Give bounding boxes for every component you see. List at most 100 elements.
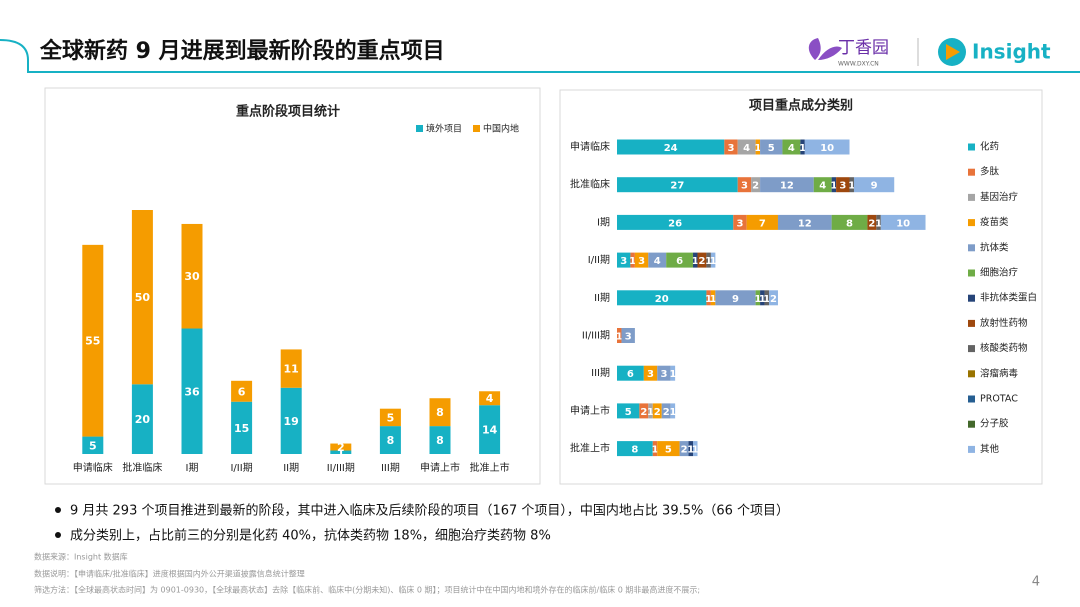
data-label: 4 bbox=[654, 256, 661, 267]
bullet-dot bbox=[55, 507, 61, 513]
legend-label: 多肽 bbox=[980, 166, 1000, 178]
y-tick-label: 批准临床 bbox=[570, 178, 610, 191]
data-label: 2 bbox=[663, 407, 670, 418]
bar-segment bbox=[853, 177, 895, 193]
data-label: 3 bbox=[741, 181, 748, 192]
data-label: 2 bbox=[752, 181, 759, 192]
legend-swatch bbox=[968, 143, 975, 151]
legend-label: 化药 bbox=[980, 141, 999, 153]
data-label: 8 bbox=[436, 406, 444, 419]
bar-segment bbox=[804, 139, 850, 155]
bar-segment bbox=[764, 290, 770, 306]
dxy-name: 丁香园 bbox=[838, 38, 889, 58]
data-label: 1 bbox=[629, 256, 636, 267]
bar-segment bbox=[231, 401, 253, 454]
bar-segment bbox=[710, 252, 716, 268]
data-label: 3 bbox=[647, 369, 654, 380]
data-label: 1 bbox=[692, 445, 699, 456]
bar-segment bbox=[706, 252, 711, 268]
data-label: 30 bbox=[184, 270, 200, 283]
dxy-url: WWW.DXY.CN bbox=[838, 61, 879, 68]
bar-segment bbox=[630, 252, 635, 268]
data-label: 3 bbox=[839, 181, 846, 192]
data-label: 2 bbox=[868, 218, 875, 229]
legend-swatch bbox=[968, 345, 975, 353]
data-label: 1 bbox=[692, 256, 699, 267]
y-tick-label: 申请上市 bbox=[570, 404, 610, 417]
y-tick-label: III期 bbox=[591, 367, 610, 379]
data-label: 1 bbox=[754, 143, 761, 154]
legend-swatch bbox=[473, 125, 480, 132]
data-label: 1 bbox=[669, 369, 676, 380]
bar-segment bbox=[131, 210, 153, 385]
bar-segment bbox=[760, 290, 765, 306]
legend-label: PROTAC bbox=[980, 394, 1018, 405]
legend-swatch bbox=[968, 219, 975, 227]
data-label: 5 bbox=[387, 411, 395, 424]
bar-segment bbox=[639, 403, 649, 419]
bar-segment bbox=[330, 450, 352, 454]
bar-segment bbox=[755, 139, 761, 155]
insight-name: Insight bbox=[972, 40, 1051, 64]
bar-segment bbox=[706, 290, 711, 306]
data-label: 4 bbox=[788, 143, 795, 154]
data-label: 2 bbox=[654, 407, 661, 418]
data-label: 1 bbox=[830, 181, 837, 192]
legend-label: 细胞治疗 bbox=[980, 267, 1019, 279]
bar-segment bbox=[715, 290, 756, 306]
bar-segment bbox=[697, 252, 707, 268]
data-label: 8 bbox=[387, 434, 395, 447]
data-label: 3 bbox=[625, 332, 632, 343]
bar-segment bbox=[782, 139, 801, 155]
data-label: 2 bbox=[337, 441, 345, 454]
data-label: 5 bbox=[665, 445, 672, 456]
data-label: 1 bbox=[337, 446, 345, 459]
bullet-text: 成分类别上，占比前三的分别是化药 40%，抗体类药物 18%，细胞治疗类药物 8… bbox=[70, 528, 551, 544]
data-label: 3 bbox=[638, 256, 645, 267]
data-label: 2 bbox=[698, 256, 705, 267]
y-tick-label: 批准上市 bbox=[570, 442, 610, 455]
bar-segment bbox=[634, 252, 649, 268]
bar-segment bbox=[746, 214, 778, 230]
y-tick-label: I期 bbox=[597, 216, 610, 228]
data-label: 5 bbox=[625, 407, 632, 418]
bar-segment bbox=[617, 328, 622, 343]
data-label: 36 bbox=[184, 385, 200, 398]
legend-swatch bbox=[968, 319, 975, 327]
x-tick-label: 批准上市 bbox=[470, 461, 510, 474]
data-label: 8 bbox=[436, 434, 444, 447]
bar-segment bbox=[813, 177, 832, 193]
bar-segment bbox=[836, 177, 850, 193]
bar-segment bbox=[710, 290, 716, 306]
bar-segment bbox=[429, 426, 451, 454]
bar-segment bbox=[617, 403, 640, 419]
legend-swatch bbox=[968, 244, 975, 252]
bar-segment bbox=[800, 139, 805, 155]
bar-segment bbox=[679, 441, 689, 457]
bar-segment bbox=[670, 365, 676, 381]
bar-segment bbox=[652, 403, 662, 419]
bar-segment bbox=[737, 139, 756, 155]
legend-label: 疫苗类 bbox=[980, 216, 1009, 228]
chart-title: 重点阶段项目统计 bbox=[236, 104, 340, 120]
data-label: 2 bbox=[640, 407, 647, 418]
x-tick-label: II/III期 bbox=[327, 462, 355, 474]
data-label: 50 bbox=[135, 291, 151, 304]
data-label: 9 bbox=[732, 294, 739, 305]
data-label: 27 bbox=[670, 181, 684, 192]
bar-segment bbox=[330, 443, 352, 451]
bar-segment bbox=[617, 139, 725, 155]
bar-segment bbox=[648, 403, 653, 419]
legend-label: 境外项目 bbox=[426, 123, 462, 135]
legend-swatch bbox=[968, 269, 975, 277]
legend-label: 溶瘤病毒 bbox=[980, 367, 1019, 379]
bar-segment bbox=[131, 384, 153, 454]
chart-title: 项目重点成分类别 bbox=[749, 98, 853, 114]
data-label: 1 bbox=[647, 407, 654, 418]
bar-segment bbox=[670, 403, 676, 419]
x-tick-label: 批准临床 bbox=[122, 461, 162, 474]
data-label: 11 bbox=[284, 363, 299, 376]
insight-logo-mark bbox=[946, 44, 960, 60]
data-label: 1 bbox=[799, 143, 806, 154]
bar-segment bbox=[880, 214, 926, 230]
